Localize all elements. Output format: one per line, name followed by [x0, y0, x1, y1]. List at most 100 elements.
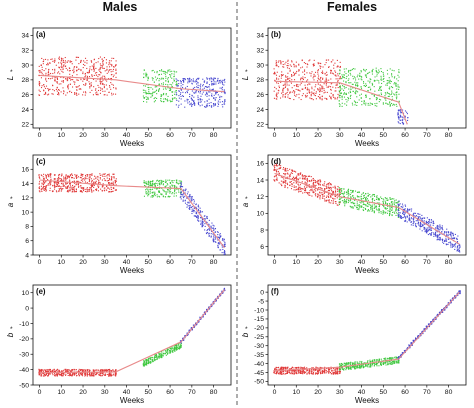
data-point: [291, 172, 293, 175]
data-point: [424, 231, 426, 233]
data-point: [69, 61, 71, 63]
data-point: [193, 80, 195, 82]
data-point: [178, 83, 180, 85]
data-point: [430, 222, 432, 224]
data-point: [399, 115, 401, 117]
data-point: [97, 175, 99, 178]
data-point: [88, 370, 91, 372]
data-point: [389, 210, 391, 212]
data-point: [385, 102, 387, 104]
data-point: [58, 190, 60, 192]
data-point: [101, 189, 103, 192]
data-point: [365, 104, 367, 106]
data-point: [104, 77, 106, 79]
data-point: [205, 92, 207, 94]
data-point: [69, 185, 72, 187]
data-point: [317, 62, 319, 64]
data-point: [217, 79, 219, 81]
data-point: [154, 359, 156, 361]
data-point: [297, 191, 300, 193]
data-point: [315, 190, 317, 192]
data-point: [184, 78, 186, 80]
x-tick-label: 70: [188, 132, 196, 139]
data-point: [66, 176, 69, 178]
data-point: [304, 86, 307, 88]
data-point: [56, 78, 58, 80]
data-point: [303, 69, 306, 71]
data-point: [199, 217, 202, 219]
data-point: [307, 180, 309, 182]
data-point: [70, 79, 72, 81]
data-point: [349, 70, 351, 72]
data-point: [363, 195, 365, 197]
data-point: [332, 73, 334, 75]
data-point: [154, 356, 156, 359]
data-point: [69, 70, 71, 72]
y-tick-label: -40: [19, 367, 29, 374]
data-point: [155, 188, 157, 190]
data-point: [166, 353, 169, 355]
data-point: [352, 201, 354, 203]
data-point: [441, 225, 443, 227]
data-point: [83, 187, 85, 189]
data-point: [320, 66, 322, 68]
data-point: [210, 226, 212, 228]
data-point: [177, 106, 179, 108]
data-point: [197, 102, 199, 105]
data-point: [308, 60, 310, 62]
data-point: [43, 177, 45, 180]
data-point: [208, 91, 210, 93]
data-point: [397, 74, 399, 76]
data-point: [358, 205, 360, 207]
data-point: [439, 239, 441, 241]
data-point: [169, 349, 171, 351]
data-point: [73, 180, 75, 182]
data-point: [332, 194, 334, 196]
data-point: [315, 84, 317, 86]
data-point: [283, 84, 285, 86]
data-point: [112, 68, 115, 70]
data-point: [439, 233, 441, 235]
data-point: [206, 100, 208, 102]
data-point: [223, 89, 225, 91]
data-point: [308, 90, 310, 92]
data-point: [210, 235, 212, 237]
data-point: [382, 210, 384, 212]
panel-e: 0 10 20 30 40 50 60 70 80-50-40-30-20-10010Weeks…: [6, 284, 232, 405]
data-point: [93, 69, 95, 71]
data-point: [108, 173, 110, 175]
y-tick-label: 32: [21, 48, 29, 55]
data-point: [358, 204, 360, 206]
data-point: [56, 181, 58, 183]
data-point: [332, 190, 334, 192]
data-point: [150, 362, 152, 364]
data-point: [187, 78, 189, 80]
data-point: [151, 192, 153, 194]
data-point: [452, 234, 454, 236]
data-point: [54, 58, 56, 60]
data-point: [341, 98, 343, 100]
data-point: [188, 81, 191, 83]
data-point: [343, 192, 345, 194]
data-point: [180, 194, 182, 196]
data-point: [223, 244, 225, 246]
data-point: [102, 75, 104, 77]
data-point: [365, 208, 367, 210]
data-point: [45, 190, 47, 192]
x-tick-label: 70: [423, 259, 431, 266]
data-point: [414, 224, 417, 226]
data-point: [282, 84, 284, 86]
data-point: [92, 372, 94, 374]
data-point: [200, 216, 202, 218]
data-point: [443, 242, 445, 244]
data-point: [286, 177, 288, 180]
data-point: [394, 200, 396, 202]
data-point: [347, 192, 349, 194]
data-point: [341, 192, 343, 195]
data-point: [380, 94, 383, 96]
data-point: [84, 179, 86, 181]
data-point: [60, 175, 62, 177]
data-point: [113, 66, 115, 68]
data-point: [207, 229, 209, 231]
data-point: [167, 196, 169, 198]
